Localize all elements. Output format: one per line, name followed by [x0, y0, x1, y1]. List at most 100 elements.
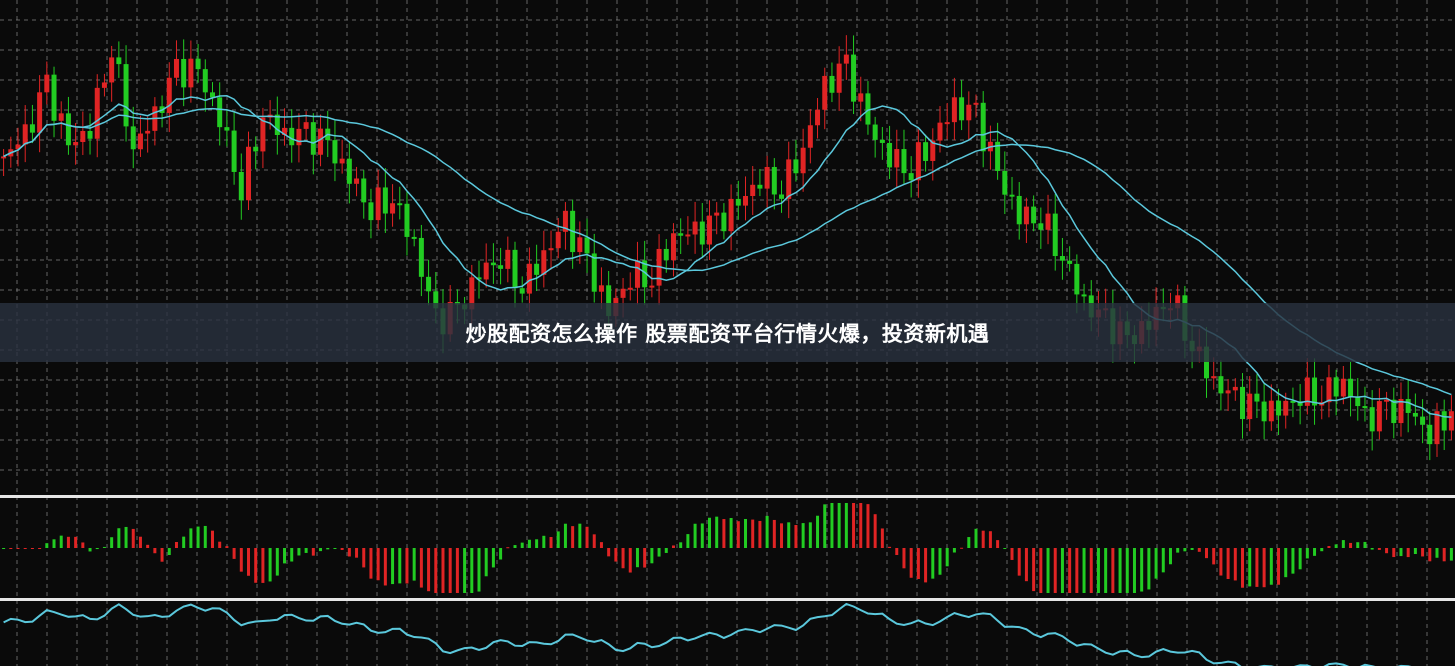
candle-body — [1376, 401, 1382, 432]
histogram-bar — [1291, 548, 1295, 574]
candle-body — [1362, 406, 1368, 409]
candle-body — [1348, 378, 1354, 398]
candle-body — [1290, 400, 1296, 403]
candle-body — [476, 277, 482, 280]
histogram-bar — [1406, 548, 1410, 558]
candle-body — [1369, 407, 1375, 432]
histogram-bar — [146, 544, 150, 548]
candle-body — [51, 74, 57, 121]
candle-body — [260, 117, 266, 152]
histogram-bar — [988, 531, 992, 548]
moving-averages — [3, 95, 1452, 418]
histogram-bar — [506, 547, 510, 549]
candle-body — [375, 187, 381, 221]
candle-body — [692, 221, 698, 235]
histogram-bar — [542, 535, 546, 548]
histogram-bar — [1032, 548, 1036, 592]
histogram-bar — [1197, 548, 1201, 552]
histogram-bar — [1241, 548, 1245, 588]
candle-body — [750, 184, 756, 197]
candle-body — [37, 92, 43, 133]
histogram-bar — [902, 548, 906, 569]
histogram-bar — [643, 548, 647, 568]
candle-body — [318, 128, 324, 155]
histogram-bar — [873, 514, 877, 548]
histogram-bar — [477, 548, 481, 592]
candle-body — [1203, 346, 1209, 379]
candle-body — [1312, 377, 1318, 406]
histogram-bar — [1341, 540, 1345, 548]
histogram-bar — [837, 503, 841, 548]
histogram-bar — [1255, 548, 1259, 587]
histogram-bar — [1370, 548, 1374, 550]
candle-body — [562, 210, 568, 232]
histogram-bar — [1075, 548, 1079, 593]
candle-body — [930, 140, 936, 161]
histogram-bar — [491, 548, 495, 568]
histogram-bar — [585, 526, 589, 548]
candle-body — [253, 146, 259, 152]
candle-body — [620, 288, 626, 298]
candle-body — [757, 184, 763, 189]
histogram-bar — [1399, 548, 1403, 557]
candle-body — [937, 122, 943, 141]
candle-body — [678, 233, 684, 236]
histogram-bar — [391, 548, 395, 585]
candle-body — [289, 127, 295, 146]
histogram-bar — [1248, 548, 1252, 587]
histogram-bar — [210, 530, 214, 548]
histogram-bar — [398, 548, 402, 584]
histogram-bar — [1392, 548, 1396, 558]
histogram-bar — [888, 546, 892, 548]
candle-body — [923, 142, 929, 161]
histogram-bar — [657, 548, 661, 557]
candle-body — [519, 288, 525, 294]
candle-body — [217, 97, 223, 128]
histogram-bar — [1060, 548, 1064, 593]
candle-body — [800, 147, 806, 174]
histogram-bar — [369, 548, 373, 579]
histogram-bar — [1421, 548, 1425, 557]
candle-body — [1304, 377, 1310, 406]
candle-body — [22, 124, 28, 145]
histogram-bar — [772, 519, 776, 548]
candle-body — [130, 126, 136, 150]
histogram-bar — [650, 548, 654, 564]
histogram-bar — [1053, 548, 1057, 593]
candle-body — [1067, 260, 1073, 264]
histogram-bar — [931, 548, 935, 579]
histogram-bar — [59, 535, 63, 548]
pane-separator — [0, 598, 1455, 601]
histogram-bar — [563, 523, 567, 548]
histogram-bar — [319, 548, 323, 552]
candle-body — [577, 237, 583, 253]
histogram-bar — [1190, 548, 1194, 550]
histogram-bar — [95, 548, 99, 550]
candle-body — [246, 146, 252, 201]
candle-body — [1002, 170, 1008, 195]
candle-body — [980, 102, 986, 152]
histogram-bar — [1313, 548, 1317, 556]
candle-body — [137, 133, 143, 150]
candle-body — [1031, 206, 1037, 224]
histogram-bar — [578, 523, 582, 548]
candle-body — [397, 203, 403, 206]
candle-body — [1283, 400, 1289, 416]
candle-body — [915, 142, 921, 181]
histogram-bar — [427, 548, 431, 592]
candle-body — [94, 87, 100, 139]
candle-body — [1211, 376, 1217, 379]
histogram-bar — [1320, 548, 1324, 552]
candle-body — [829, 75, 835, 93]
candle-body — [1081, 294, 1087, 297]
candle-body — [663, 248, 669, 261]
candle-body — [382, 187, 388, 214]
histogram-bar — [1442, 548, 1446, 562]
histogram-bar — [794, 524, 798, 548]
candle-body — [548, 248, 554, 251]
histogram-bar — [1176, 548, 1180, 553]
histogram-bar — [1269, 548, 1273, 585]
histogram-bar — [196, 526, 200, 548]
candle-body — [101, 82, 107, 88]
